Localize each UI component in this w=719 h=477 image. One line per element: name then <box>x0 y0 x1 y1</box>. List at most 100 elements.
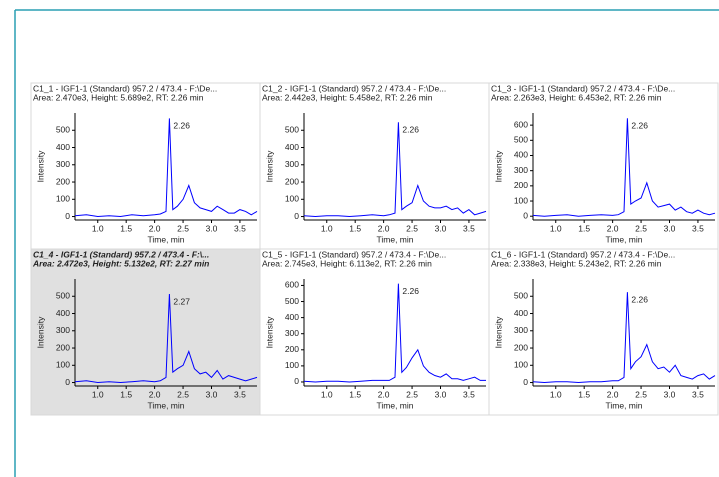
chromatogram-panel: C1_2 - IGF1-1 (Standard) 957.2 / 473.4 -… <box>259 82 490 250</box>
y-tick-label: 0 <box>65 377 70 387</box>
x-tick-label: 3.5 <box>692 389 704 399</box>
peak-label: 2.26 <box>402 286 419 296</box>
y-tick-label: 400 <box>285 142 299 152</box>
y-tick-label: 600 <box>285 280 299 290</box>
y-tick-label: 0 <box>523 210 528 220</box>
y-tick-label: 0 <box>294 376 299 386</box>
y-tick-label: 500 <box>285 296 299 306</box>
trace <box>303 122 487 218</box>
y-tick-label: 500 <box>56 125 70 135</box>
trace <box>303 283 486 383</box>
trace <box>74 293 258 384</box>
y-tick-label: 500 <box>285 125 299 135</box>
peak-label: 2.26 <box>173 121 190 131</box>
x-tick-label: 1.0 <box>321 223 333 233</box>
x-tick-label: 3.5 <box>463 223 475 233</box>
trace <box>74 118 258 218</box>
y-tick-label: 0 <box>65 211 70 221</box>
x-axis-label: Time, min <box>148 400 185 410</box>
x-tick-label: 1.0 <box>92 389 104 399</box>
y-tick-label: 200 <box>56 342 70 352</box>
panel-subtitle: Area: 2.263e3, Height: 6.453e2, RT: 2.26… <box>491 92 662 102</box>
x-tick-label: 1.0 <box>550 389 562 399</box>
x-tick-label: 1.0 <box>92 223 104 233</box>
x-tick-label: 3.0 <box>206 223 218 233</box>
x-tick-label: 2.5 <box>635 389 647 399</box>
y-tick-label: 400 <box>514 308 528 318</box>
chromatogram-panel: C1_3 - IGF1-1 (Standard) 957.2 / 473.4 -… <box>488 82 719 250</box>
y-axis-label: Intensity <box>264 316 274 348</box>
x-tick-label: 3.0 <box>435 389 447 399</box>
y-tick-label: 100 <box>285 194 299 204</box>
y-tick-label: 400 <box>514 150 528 160</box>
panel-background <box>30 82 261 250</box>
y-tick-label: 0 <box>523 377 528 387</box>
x-tick-label: 3.5 <box>234 389 246 399</box>
y-tick-label: 200 <box>56 176 70 186</box>
x-tick-label: 1.5 <box>120 389 132 399</box>
chromatogram-panel: C1_5 - IGF1-1 (Standard) 957.2 / 473.4 -… <box>259 248 490 416</box>
x-tick-label: 3.0 <box>206 389 218 399</box>
panel-title: C1_6 - IGF1-1 (Standard) 957.2 / 473.4 -… <box>491 249 675 259</box>
trace <box>532 118 716 217</box>
x-tick-label: 2.0 <box>378 389 390 399</box>
panel-background <box>259 248 490 416</box>
x-tick-label: 1.0 <box>321 389 333 399</box>
x-tick-label: 2.0 <box>607 223 619 233</box>
y-tick-label: 300 <box>285 328 299 338</box>
panel-title: C1_3 - IGF1-1 (Standard) 957.2 / 473.4 -… <box>491 83 675 93</box>
x-tick-label: 3.0 <box>435 223 447 233</box>
y-axis-label: Intensity <box>35 150 45 182</box>
panel-title: C1_2 - IGF1-1 (Standard) 957.2 / 473.4 -… <box>262 83 446 93</box>
y-tick-label: 100 <box>514 360 528 370</box>
panel-background <box>259 82 490 250</box>
panel-title: C1_4 - IGF1-1 (Standard) 957.2 / 473.4 -… <box>33 249 209 259</box>
x-axis-label: Time, min <box>606 234 643 244</box>
y-tick-label: 300 <box>56 159 70 169</box>
y-tick-label: 400 <box>56 142 70 152</box>
chromatogram-panel: C1_6 - IGF1-1 (Standard) 957.2 / 473.4 -… <box>488 248 719 416</box>
panel-subtitle: Area: 2.338e3, Height: 5.243e2, RT: 2.26… <box>491 258 662 268</box>
y-tick-label: 600 <box>514 119 528 129</box>
x-tick-label: 2.0 <box>378 223 390 233</box>
y-tick-label: 500 <box>514 291 528 301</box>
panel-title: C1_1 - IGF1-1 (Standard) 957.2 / 473.4 -… <box>33 83 217 93</box>
y-tick-label: 500 <box>56 291 70 301</box>
y-tick-label: 100 <box>56 360 70 370</box>
x-tick-label: 2.0 <box>149 389 161 399</box>
y-tick-label: 400 <box>56 308 70 318</box>
x-tick-label: 2.0 <box>607 389 619 399</box>
y-axis-label: Intensity <box>493 150 503 182</box>
y-tick-label: 100 <box>514 195 528 205</box>
panel-background <box>488 248 719 416</box>
y-tick-label: 300 <box>56 325 70 335</box>
y-tick-label: 300 <box>285 159 299 169</box>
peak-label: 2.27 <box>173 296 190 306</box>
x-tick-label: 3.0 <box>664 389 676 399</box>
x-tick-label: 2.5 <box>177 223 189 233</box>
y-tick-label: 0 <box>294 211 299 221</box>
peak-label: 2.26 <box>631 294 648 304</box>
y-tick-label: 200 <box>285 344 299 354</box>
y-tick-label: 200 <box>514 180 528 190</box>
x-tick-label: 1.5 <box>578 389 590 399</box>
y-axis-label: Intensity <box>493 316 503 348</box>
trace <box>532 292 716 384</box>
x-tick-label: 2.0 <box>149 223 161 233</box>
y-tick-label: 500 <box>514 135 528 145</box>
x-tick-label: 3.5 <box>234 223 246 233</box>
y-tick-label: 200 <box>514 342 528 352</box>
panel-background <box>30 248 261 416</box>
x-axis-label: Time, min <box>377 234 414 244</box>
x-tick-label: 1.5 <box>578 223 590 233</box>
x-tick-label: 3.5 <box>463 389 475 399</box>
panel-subtitle: Area: 2.745e3, Height: 6.113e2, RT: 2.26… <box>262 258 432 268</box>
y-tick-label: 100 <box>285 360 299 370</box>
panel-subtitle: Area: 2.470e3, Height: 5.689e2, RT: 2.26… <box>33 92 204 102</box>
x-tick-label: 1.5 <box>349 223 361 233</box>
x-tick-label: 2.5 <box>406 389 418 399</box>
x-axis-label: Time, min <box>606 400 643 410</box>
x-axis-label: Time, min <box>148 234 185 244</box>
